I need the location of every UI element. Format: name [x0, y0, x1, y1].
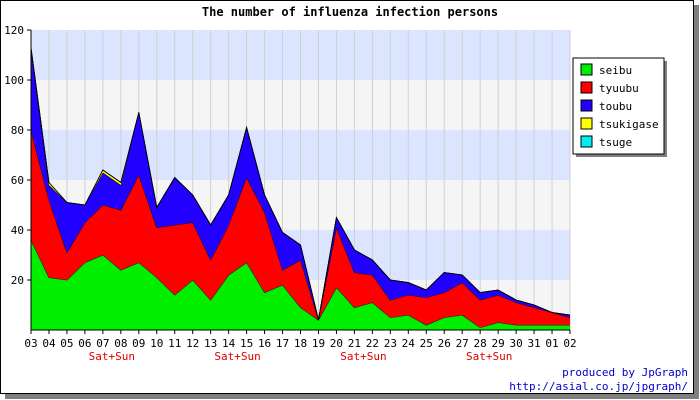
- y-tick-label: 100: [4, 74, 24, 87]
- weekend-label: Sat+Sun: [466, 350, 512, 363]
- credit-line-1: produced by JpGraph: [562, 366, 688, 379]
- x-tick-label: 28: [474, 337, 487, 350]
- legend-swatch-tyuubu: [580, 81, 593, 94]
- area-tyuubu: [31, 130, 570, 328]
- x-tick-label: 24: [402, 337, 416, 350]
- x-tick-label: 23: [384, 337, 397, 350]
- legend-swatch-tsuge: [580, 135, 593, 148]
- x-tick-label: 22: [366, 337, 379, 350]
- x-tick-label: 31: [527, 337, 540, 350]
- y-tick-label: 60: [11, 174, 24, 187]
- y-axis-ticks: 20 40 60 80 100 120: [4, 24, 31, 287]
- x-tick-label: 04: [42, 337, 56, 350]
- weekend-label: Sat+Sun: [340, 350, 386, 363]
- x-tick-label: 03: [24, 337, 37, 350]
- x-tick-label: 14: [222, 337, 236, 350]
- x-axis-ticks: 03 04 05 06 07 08 09 10 11 12 13 14 15 16 17 18 19 20 21 22…: [24, 330, 577, 350]
- legend-swatch-seibu: [580, 63, 593, 76]
- x-tick-label: 16: [258, 337, 271, 350]
- y-tick-label: 20: [11, 274, 24, 287]
- weekend-label: Sat+Sun: [89, 350, 135, 363]
- legend-label-tsuge: tsuge: [599, 136, 632, 149]
- legend-label-tsukigase: tsukigase: [599, 118, 659, 131]
- x-tick-label: 12: [186, 337, 199, 350]
- legend-label-seibu: seibu: [599, 64, 632, 77]
- x-tick-label: 01: [545, 337, 558, 350]
- x-tick-label: 27: [456, 337, 469, 350]
- x-tick-label: 05: [60, 337, 73, 350]
- x-tick-label: 08: [114, 337, 127, 350]
- area-seibu: [31, 240, 570, 330]
- legend-label-toubu: toubu: [599, 100, 632, 113]
- x-tick-label: 07: [96, 337, 109, 350]
- x-tick-label: 30: [509, 337, 522, 350]
- x-tick-label: 20: [330, 337, 343, 350]
- legend-label-tyuubu: tyuubu: [599, 82, 639, 95]
- x-tick-label: 13: [204, 337, 217, 350]
- weekend-label: Sat+Sun: [214, 350, 260, 363]
- y-tick-label: 40: [11, 224, 24, 237]
- x-tick-label: 09: [132, 337, 145, 350]
- x-tick-label: 06: [78, 337, 91, 350]
- x-tick-label: 15: [240, 337, 253, 350]
- chart-title: The number of influenza infection person…: [202, 5, 498, 19]
- x-tick-label: 25: [420, 337, 433, 350]
- y-tick-label: 80: [11, 124, 24, 137]
- x-tick-label: 17: [276, 337, 289, 350]
- x-tick-label: 11: [168, 337, 181, 350]
- x-tick-label: 02: [563, 337, 576, 350]
- legend-swatch-tsukigase: [580, 117, 593, 130]
- credit-line-2: http://asial.co.jp/jpgraph/: [509, 380, 688, 393]
- legend-swatch-toubu: [580, 99, 593, 112]
- x-tick-label: 10: [150, 337, 163, 350]
- plot-areas: [30, 47, 571, 330]
- x-tick-label: 29: [492, 337, 505, 350]
- line-tsuge: [30, 47, 571, 321]
- x-tick-label: 21: [348, 337, 361, 350]
- x-tick-label: 18: [294, 337, 307, 350]
- legend: seibu tyuubu toubu tsukigase tsuge: [572, 57, 667, 157]
- y-tick-label: 120: [4, 24, 24, 37]
- x-tick-label: 19: [312, 337, 325, 350]
- weekend-markers: Sat+Sun Sat+Sun Sat+Sun Sat+Sun: [89, 350, 513, 363]
- x-tick-label: 26: [438, 337, 451, 350]
